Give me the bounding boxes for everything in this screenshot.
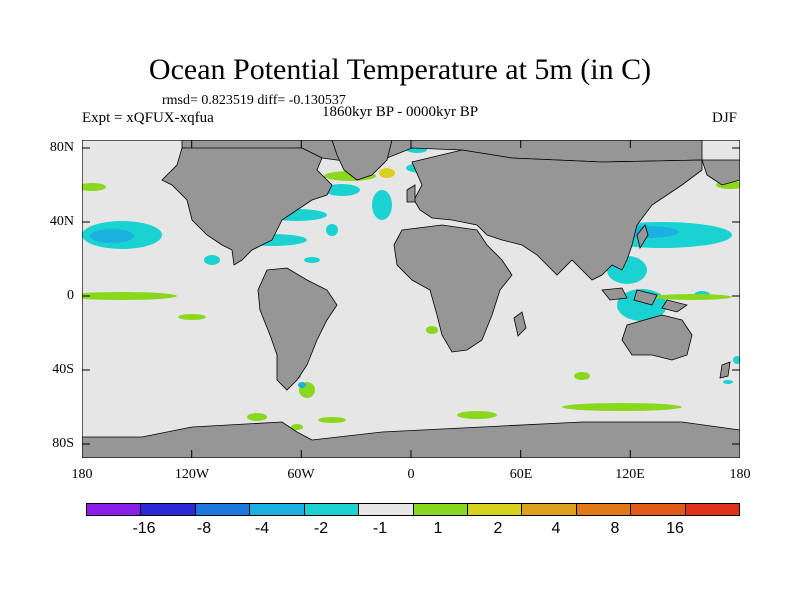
colorbar-box-10 <box>631 504 686 515</box>
colorbar-box-3 <box>250 504 305 515</box>
colorbar-box-8 <box>522 504 577 515</box>
lat-label-40n: 40N <box>49 214 74 229</box>
lon-label-180e: 180 <box>729 467 751 482</box>
lon-label-60w: 60W <box>287 467 315 482</box>
colorbar-box-2 <box>195 504 251 515</box>
colorbar-label: -2 <box>313 520 329 537</box>
colorbar-box-5 <box>359 504 414 515</box>
land-masses <box>82 140 740 458</box>
plot-title: Ocean Potential Temperature at 5m (in C) <box>148 53 652 86</box>
lat-label-80n: 80N <box>49 140 74 155</box>
lon-label-180w: 180 <box>71 467 93 482</box>
colorbar-label: 8 <box>610 520 620 537</box>
lat-label-40s: 40S <box>52 362 74 377</box>
colorbar-box-1 <box>141 504 196 515</box>
colorbar-label: 2 <box>493 520 503 537</box>
period-label: 1860kyr BP - 0000kyr BP <box>322 104 479 120</box>
experiment-label: Expt = xQFUX-xqfua <box>82 110 214 126</box>
lon-label-60e: 60E <box>509 467 533 482</box>
colorbar-label: -8 <box>196 520 212 537</box>
colorbar-label: 16 <box>666 520 684 537</box>
colorbar-label: -16 <box>132 520 156 537</box>
lon-label-120e: 120E <box>615 467 645 482</box>
stats-line: rmsd= 0.823519 diff= -0.130537 <box>162 93 346 108</box>
map-ticks <box>82 140 740 458</box>
colorbar-box-6 <box>413 504 468 515</box>
colorbar <box>86 503 740 516</box>
colorbar-box-4 <box>304 504 360 515</box>
lon-label-120w: 120W <box>174 467 210 482</box>
lat-label-80s: 80S <box>52 436 74 451</box>
colorbar-box-9 <box>576 504 632 515</box>
lon-label-0: 0 <box>407 467 415 482</box>
lat-label-0: 0 <box>67 288 74 303</box>
colorbar-box-11 <box>685 504 740 515</box>
colorbar-box-0 <box>87 504 142 515</box>
colorbar-label: 4 <box>551 520 561 537</box>
season-label: DJF <box>712 110 738 126</box>
map-panel <box>82 140 740 458</box>
colorbar-box-7 <box>467 504 523 515</box>
colorbar-label: 1 <box>433 520 443 537</box>
colorbar-label: -4 <box>254 520 270 537</box>
colorbar-label: -1 <box>372 520 388 537</box>
